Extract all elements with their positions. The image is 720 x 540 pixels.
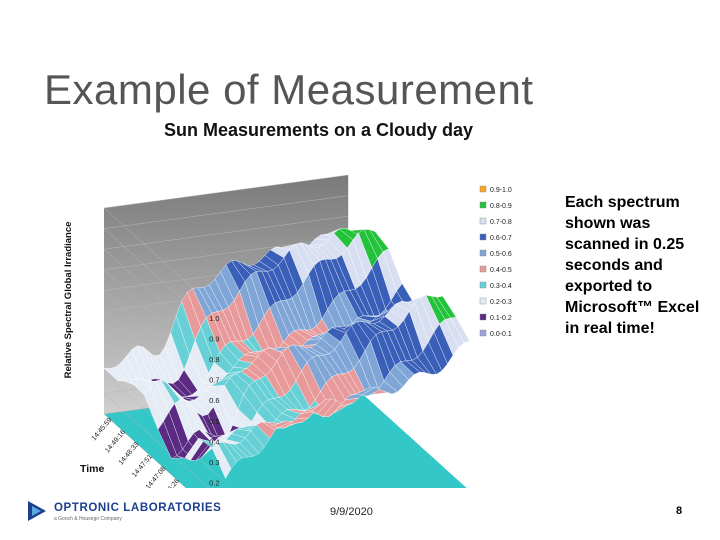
legend-swatch bbox=[479, 313, 487, 321]
legend-label: 0.4-0.5 bbox=[490, 267, 512, 274]
legend-swatch bbox=[479, 249, 487, 257]
chart-title: Sun Measurements on a Cloudy day bbox=[164, 120, 474, 140]
slide-title: Example of Measurement bbox=[44, 66, 534, 113]
legend-swatch bbox=[479, 297, 487, 305]
gridline bbox=[103, 174, 349, 318]
time-tick-label: 14:47:51 bbox=[131, 453, 154, 478]
surface-cell bbox=[450, 317, 470, 343]
footer-date: 9/9/2020 bbox=[330, 506, 373, 518]
legend-swatch bbox=[479, 329, 487, 337]
time-tick-label: 14:45:59 bbox=[91, 417, 114, 442]
legend-label: 0.5-0.6 bbox=[490, 251, 512, 258]
legend-label: 0.7-0.8 bbox=[490, 219, 512, 226]
logo-icon bbox=[28, 501, 46, 521]
y-tick-label: 0.7 bbox=[209, 376, 219, 385]
surface-chart: 0.00.10.20.30.40.50.60.70.80.91.0Relativ… bbox=[63, 174, 512, 488]
time-tick-label: 14:48:33 bbox=[118, 441, 141, 466]
y-tick-label: 0.8 bbox=[209, 355, 219, 364]
legend-swatch bbox=[479, 265, 487, 273]
y-tick-label: 0.5 bbox=[209, 417, 219, 426]
y-tick-label: 0.6 bbox=[209, 396, 219, 405]
legend-swatch bbox=[479, 185, 487, 193]
description-text: Each spectrum shown was scanned in 0.25 … bbox=[565, 194, 700, 337]
logo-subtext: a Gooch & Housego Company bbox=[54, 516, 122, 522]
legend-swatch bbox=[479, 233, 487, 241]
legend-swatch bbox=[479, 217, 487, 225]
legend-swatch bbox=[479, 201, 487, 209]
y-tick-label: 0.2 bbox=[209, 479, 219, 488]
time-axis-title: Time bbox=[80, 463, 104, 475]
y-tick-label: 0.9 bbox=[209, 334, 219, 343]
y-axis-title: Relative Spectral Global Irradiance bbox=[63, 222, 74, 379]
y-tick-label: 0.4 bbox=[209, 437, 219, 446]
legend-swatch bbox=[479, 281, 487, 289]
legend-label: 0.2-0.3 bbox=[490, 299, 512, 306]
legend-label: 0.6-0.7 bbox=[490, 235, 512, 242]
legend-label: 0.9-1.0 bbox=[490, 187, 512, 194]
legend-label: 0.0-0.1 bbox=[490, 331, 512, 338]
logo-text: OPTRONIC LABORATORIES bbox=[54, 502, 222, 514]
legend-label: 0.1-0.2 bbox=[490, 315, 512, 322]
legend-label: 0.8-0.9 bbox=[490, 203, 512, 210]
y-tick-label: 0.3 bbox=[209, 458, 219, 467]
time-tick-label: 14:49:16 bbox=[104, 429, 127, 454]
optronic-logo: OPTRONIC LABORATORIES a Gooch & Housego … bbox=[24, 497, 244, 527]
legend-label: 0.3-0.4 bbox=[490, 283, 512, 290]
time-tick-label: 14:47:08 bbox=[145, 466, 168, 488]
page-number: 8 bbox=[676, 505, 683, 517]
y-tick-label: 1.0 bbox=[209, 314, 219, 323]
